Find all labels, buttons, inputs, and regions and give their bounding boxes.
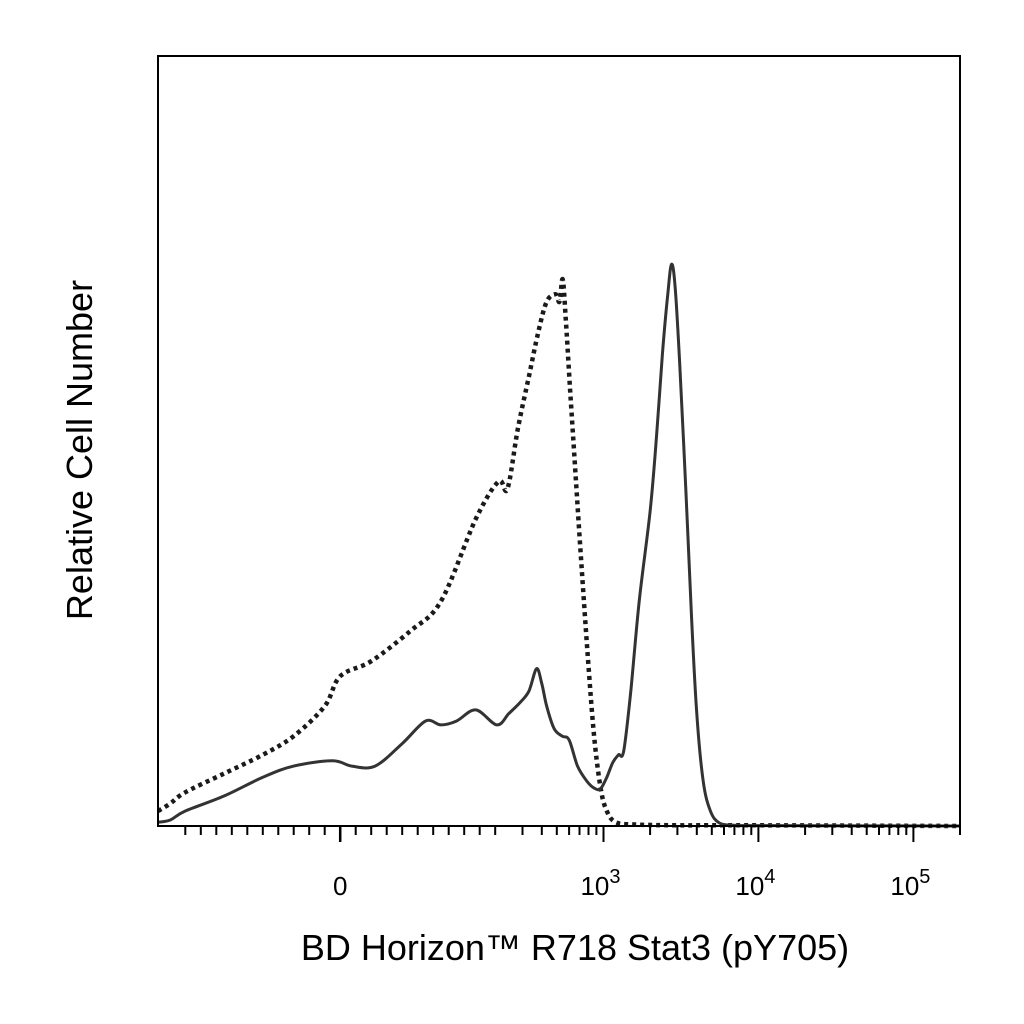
- x-tick-label: 0: [333, 871, 347, 901]
- y-axis-title: Relative Cell Number: [59, 280, 100, 620]
- plot-frame: [157, 55, 961, 827]
- x-axis-tick-labels: 0 103 104 105: [333, 866, 930, 901]
- x-tick-label: 105: [890, 866, 930, 901]
- x-axis-title: BD Horizon™ R718 Stat3 (pY705): [301, 927, 849, 968]
- series-solid-line: [157, 262, 961, 828]
- x-tick-label: 103: [580, 866, 620, 901]
- x-axis-ticks: [184, 826, 961, 842]
- x-tick-label: 104: [735, 866, 775, 901]
- series-dotted-line: [156, 276, 961, 829]
- series-layer: [156, 262, 961, 829]
